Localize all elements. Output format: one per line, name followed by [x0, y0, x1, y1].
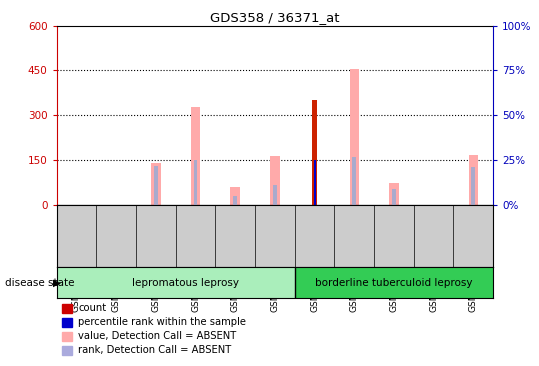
Bar	[314, 160, 315, 205]
Bar	[151, 163, 161, 205]
Text: percentile rank within the sample: percentile rank within the sample	[78, 317, 246, 327]
Bar	[231, 187, 240, 205]
Bar	[353, 157, 356, 205]
Text: lepromatous leprosy: lepromatous leprosy	[132, 278, 239, 288]
Bar	[349, 69, 359, 205]
Bar	[194, 160, 197, 205]
Title: GDS358 / 36371_at: GDS358 / 36371_at	[210, 11, 340, 25]
Text: borderline tuberculoid leprosy: borderline tuberculoid leprosy	[315, 278, 473, 288]
Text: count: count	[78, 303, 106, 313]
Bar	[468, 155, 478, 205]
Text: disease state: disease state	[5, 278, 75, 288]
Bar	[471, 167, 475, 205]
Text: rank, Detection Call = ABSENT: rank, Detection Call = ABSENT	[78, 345, 231, 355]
Bar	[191, 107, 201, 205]
Bar	[273, 185, 277, 205]
Bar	[154, 165, 158, 205]
Bar	[57, 267, 295, 298]
Text: value, Detection Call = ABSENT: value, Detection Call = ABSENT	[78, 331, 237, 341]
Bar	[312, 100, 317, 205]
Bar	[295, 267, 493, 298]
Bar	[233, 196, 237, 205]
Text: ▶: ▶	[53, 278, 61, 288]
Bar	[392, 189, 396, 205]
Bar	[270, 156, 280, 205]
Bar	[389, 183, 399, 205]
